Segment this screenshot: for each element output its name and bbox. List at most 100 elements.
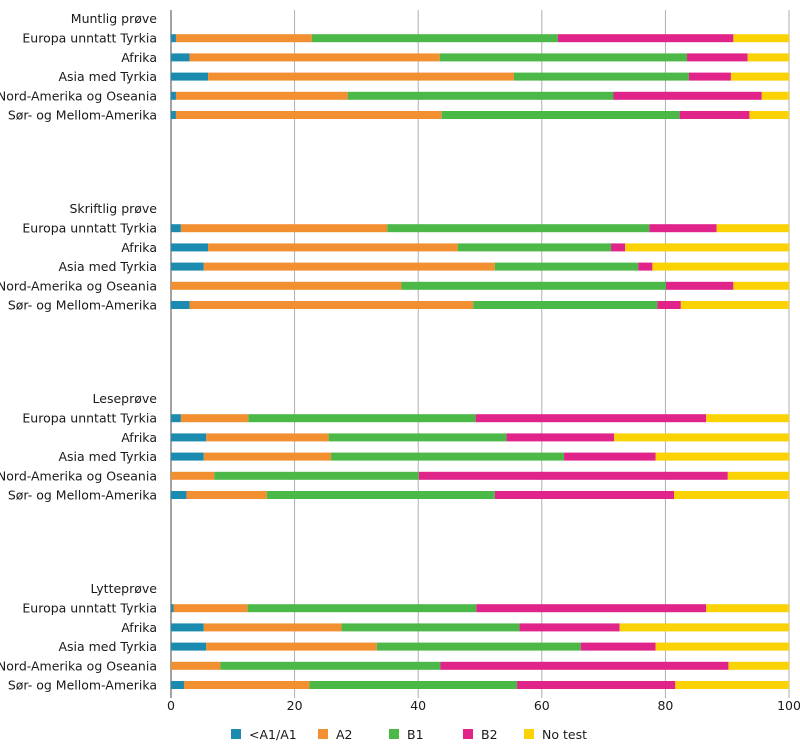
category-label: Europa unntatt Tyrkia	[22, 601, 157, 616]
bar-segment	[208, 243, 458, 252]
legend-label: B1	[407, 727, 424, 742]
bar-segment	[440, 661, 729, 670]
bar-segment	[171, 53, 190, 62]
bar-segment	[666, 281, 734, 290]
bar-segment	[733, 281, 789, 290]
category-label: Sør- og Mellom-Amerika	[8, 488, 157, 503]
category-label: Nord-Amerika og Oseania	[0, 658, 157, 673]
bar-segment	[171, 414, 181, 423]
bar-segment	[674, 491, 789, 499]
bar-segment	[387, 224, 650, 233]
category-label: Afrika	[121, 50, 157, 65]
bar-segment	[613, 91, 762, 100]
bar-segment	[679, 111, 750, 119]
bar-segment	[331, 452, 565, 461]
bar-segment	[733, 34, 789, 43]
bar-segment	[203, 452, 332, 461]
category-label: Europa unntatt Tyrkia	[22, 31, 157, 46]
bar-segment	[171, 111, 176, 119]
group-title: Lytteprøve	[90, 581, 157, 596]
bar-segment	[638, 262, 653, 271]
bar-segment	[506, 433, 615, 442]
bar-segment	[171, 243, 209, 252]
bar-segment	[730, 72, 789, 81]
bar-segment	[649, 224, 717, 233]
category-label: Asia med Tyrkia	[58, 639, 157, 654]
group-title: Leseprøve	[93, 391, 158, 406]
legend-swatch	[318, 729, 328, 739]
bar-segment	[564, 452, 656, 461]
bar-segment	[625, 243, 789, 252]
bar-segment	[519, 623, 620, 632]
bar-segment	[749, 111, 789, 119]
legend-swatch	[389, 729, 399, 739]
bar-segment	[183, 681, 310, 689]
bar-segment	[189, 301, 474, 309]
bar-segment	[171, 91, 176, 100]
bar-segment	[473, 301, 658, 309]
grid-layer	[170, 10, 790, 698]
bar-segment	[727, 471, 789, 480]
legend-label: A2	[336, 727, 353, 742]
bar-segment	[376, 642, 581, 651]
legend: <A1/A1 A2 B1 B2 No test	[231, 727, 587, 742]
bar-segment	[171, 623, 204, 632]
legend-label: <A1/A1	[249, 727, 297, 742]
x-tick-label: 0	[167, 698, 175, 713]
bar-segment	[203, 623, 342, 632]
bar-segment	[619, 623, 789, 632]
label-layer: Muntlig prøve Europa unntatt Tyrkia Afrika…	[0, 11, 157, 693]
category-label: Sør- og Mellom-Amerika	[8, 678, 157, 693]
category-label: Afrika	[121, 430, 157, 445]
bar-segment	[214, 471, 419, 480]
bar-segment	[706, 414, 789, 423]
x-tick-label: 40	[410, 698, 426, 713]
bar-segment	[441, 111, 680, 119]
bar-segment	[652, 262, 789, 271]
bar-segment	[680, 301, 789, 309]
bar-segment	[180, 224, 388, 233]
legend-label: No test	[542, 727, 587, 742]
bar-segment	[614, 433, 789, 442]
bar-segment	[328, 433, 507, 442]
bar-segment	[494, 262, 639, 271]
bar-segment	[728, 661, 789, 670]
category-label: Europa unntatt Tyrkia	[22, 221, 157, 236]
legend-swatch	[231, 729, 241, 739]
bar-segment	[248, 414, 476, 423]
bar-segment	[266, 491, 495, 499]
category-label: Europa unntatt Tyrkia	[22, 411, 157, 426]
bar-segment	[311, 34, 558, 43]
bar-segment	[175, 34, 312, 43]
legend-swatch	[524, 729, 534, 739]
bar-segment	[655, 642, 789, 651]
bar-segment	[309, 681, 518, 689]
bar-segment	[439, 53, 688, 62]
bar-segment	[716, 224, 789, 233]
bar-segment	[180, 414, 249, 423]
group-title: Muntlig prøve	[71, 11, 158, 26]
bar-segment	[206, 642, 377, 651]
x-axis: 0 20 40 60 80 100	[167, 698, 800, 713]
bar-segment	[557, 34, 734, 43]
bar-segment	[418, 471, 728, 480]
bar-segment	[189, 53, 440, 62]
bar-segment	[476, 604, 707, 613]
category-label: Nord-Amerika og Oseania	[0, 88, 157, 103]
x-tick-label: 100	[777, 698, 800, 713]
bar-segment	[171, 681, 184, 689]
bar-segment	[675, 681, 789, 689]
bar-segment	[171, 301, 190, 309]
legend-label: B2	[481, 727, 498, 742]
bar-segment	[171, 661, 221, 670]
bar-segment	[494, 491, 675, 499]
category-label: Nord-Amerika og Oseania	[0, 278, 157, 293]
bar-segment	[247, 604, 477, 613]
bar-segment	[475, 414, 707, 423]
bar-segment	[171, 642, 207, 651]
bar-segment	[173, 604, 248, 613]
legend-swatch	[463, 729, 473, 739]
bar-segment	[175, 91, 348, 100]
